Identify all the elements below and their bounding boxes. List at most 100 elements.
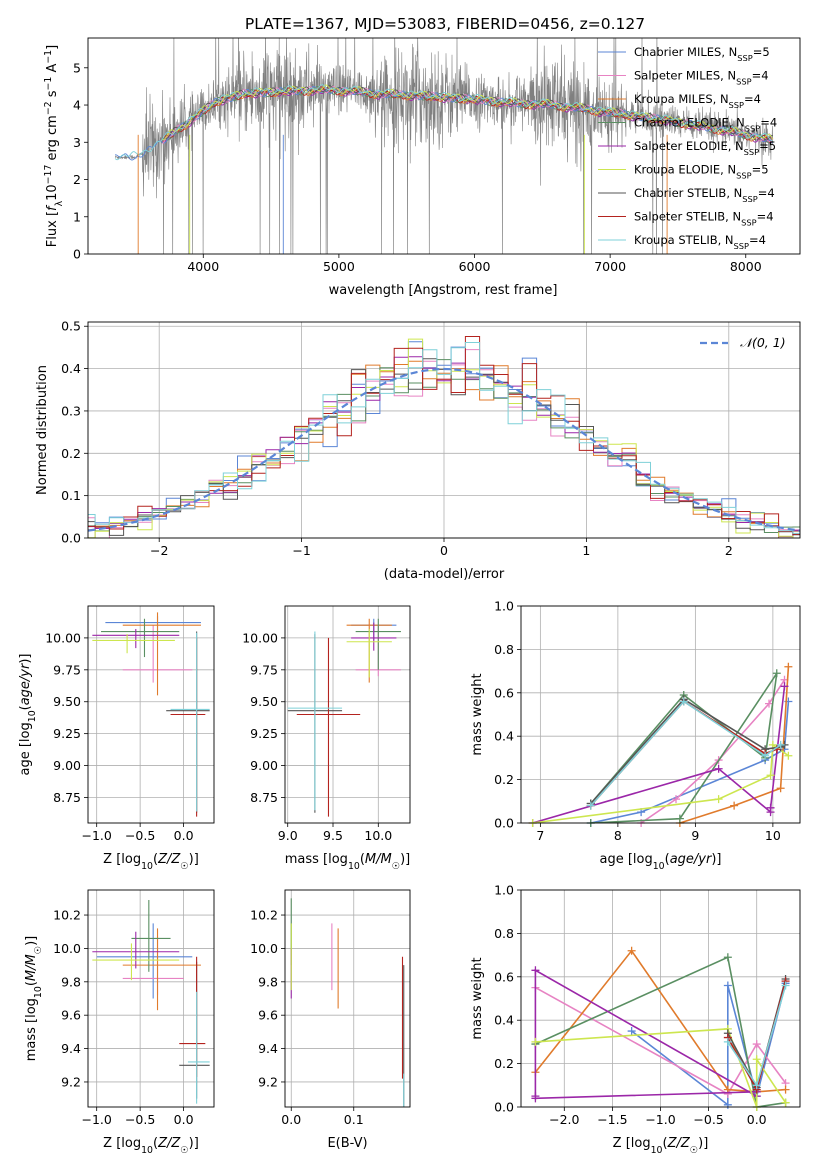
weight-line-kroupa_miles [679,666,790,823]
axes-frame [284,605,411,824]
weight-marker-kroupa_stelib [586,801,595,810]
age-vs-mass-panel: 9.0 9.5 10.0 8.75 9.00 9.25 9.50 9.75 10.00 mass … [242,605,411,872]
x-tick-label: −2 [150,543,168,558]
normal-distribution-curve [88,367,800,532]
y-tick-label: 9.25 [250,726,278,741]
y-tick-label: 8.75 [250,790,278,805]
x-tick-label: 0.0 [281,1112,301,1127]
y-tick-label: 10.00 [242,630,278,645]
y-tick-label: 9.00 [250,758,278,773]
weight-marker-salpeter_elodie [780,682,789,691]
x-tick-label: −0.5 [125,1112,155,1127]
weight-marker-kroupa_miles [776,784,785,793]
x-tick-label: 7 [536,828,544,843]
residual-histogram-panel: −2 −1 0 1 2 0.0 0.1 0.2 0.3 0.4 0.5 (data-model)/er… [35,319,801,582]
y-tick-label: 0.3 [61,403,81,418]
y-tick-label: 10.00 [45,630,81,645]
x-tick-label: 1 [582,543,590,558]
axes-frame [520,605,801,824]
weight-marker-chabrier_miles [723,981,732,990]
weight-marker-salpeter_elodie [766,803,775,812]
x-tick-label: −1 [292,543,310,558]
y-tick-label: 9.8 [61,974,81,989]
y-axis-label: age [log10(age/yr)] [18,653,38,775]
weight-marker-chabrier_miles [723,1100,732,1109]
x-tick-label: −1.0 [82,828,112,843]
x-tick-label: 7000 [594,259,626,274]
y-axis-label: Flux [fλ10−17 erg cm−2 s−1 A−1] [43,45,65,247]
x-axis-label: mass [log10(M/M☉)] [285,852,411,872]
y-tick-label: 0.0 [494,816,514,831]
weight-marker-chabrier_miles [627,1027,636,1036]
weight-line-kroupa_stelib [590,700,782,807]
legend-label-chabrier_stelib: Chabrier STELIB, NSSP=4 [634,186,775,204]
weight-marker-kroupa_miles [730,801,739,810]
y-tick-label: 1.0 [494,599,514,614]
y-tick-label: 9.6 [61,1008,81,1023]
x-tick-label: 4000 [187,259,219,274]
weight-marker-kroupa_stelib [679,697,688,706]
x-tick-label: −1.0 [645,1112,675,1127]
mass-vs-metallicity-panel: −1.0 −0.5 0.0 9.2 9.4 9.6 9.8 10.0 10.2 Z [log10(… [24,889,215,1156]
y-tick-label: 0 [73,247,81,262]
y-axis-label: mass [log10(M/M☉)] [24,936,44,1062]
y-tick-label: 0.2 [61,446,81,461]
x-tick-label: −0.5 [125,828,155,843]
weight-marker-kroupa_elodie [781,1098,790,1107]
weight-marker-kroupa_elodie [531,1037,540,1046]
x-tick-label: −1.0 [82,1112,112,1127]
age-vs-metallicity-panel: −1.0 −0.5 0.0 8.75 9.00 9.25 9.50 9.75 10.00 Z [l… [18,605,215,872]
x-tick-label: 5000 [323,259,355,274]
x-axis-label: Z [log10(Z/Z☉)] [103,1136,199,1156]
weight-marker-kroupa_stelib [781,981,790,990]
y-tick-label: 9.50 [53,694,81,709]
weight-marker-kroupa_miles [627,946,636,955]
x-tick-label: 2 [725,543,733,558]
y-tick-label: 0.4 [494,1013,514,1028]
x-tick-label: 10 [765,828,781,843]
weight-vs-metallicity-panel: −2.0 −1.5 −1.0 −0.5 0.0 0.0 0.2 0.4 0.6 0.8 1.0 Z [… [470,883,801,1156]
y-tick-label: 8.75 [53,790,81,805]
model-spectrum-kroupa_stelib [114,84,773,161]
y-axis-label: Normed distribution [35,365,50,495]
y-tick-label: 4 [73,98,81,113]
y-tick-label: 9.2 [61,1074,81,1089]
x-axis-label: Z [log10(Z/Z☉)] [613,1136,709,1156]
y-tick-label: 9.2 [258,1074,278,1089]
x-axis-label: wavelength [Angstrom, rest frame] [329,283,558,298]
weight-marker-kroupa_stelib [723,1037,732,1046]
legend-label-chabrier_miles: Chabrier MILES, NSSP=5 [634,45,770,63]
y-tick-label: 0.2 [494,772,514,787]
x-tick-label: 0 [440,543,448,558]
axes-frame [87,889,215,1108]
y-tick-label: 1 [73,209,81,224]
x-tick-label: 0.1 [344,1112,364,1127]
weight-marker-kroupa_stelib [776,740,785,749]
y-tick-label: 9.50 [250,694,278,709]
weight-marker-kroupa_stelib [752,1081,761,1090]
x-axis-label: Z [log10(Z/Z☉)] [103,852,199,872]
weight-line-salpeter_elodie [532,686,786,823]
x-tick-label: 9.5 [323,828,343,843]
x-tick-label: 8 [614,828,622,843]
x-tick-label: 0.0 [174,1112,194,1127]
y-tick-label: 0.2 [494,1056,514,1071]
weight-marker-salpeter_miles [752,1040,761,1049]
histogram-kroupa_stelib [88,342,800,534]
legend-label-kroupa_stelib: Kroupa STELIB, NSSP=4 [634,233,766,251]
y-tick-label: 0.6 [494,969,514,984]
x-tick-label: 10.0 [364,828,392,843]
axes-frame [87,321,801,539]
y-tick-label: 0.0 [61,531,81,546]
y-tick-label: 10.0 [53,941,81,956]
histogram-kroupa_miles [88,360,800,538]
y-tick-label: 9.6 [258,1008,278,1023]
y-tick-label: 9.25 [53,726,81,741]
y-tick-label: 0.4 [494,729,514,744]
y-tick-label: 10.2 [250,908,278,923]
y-tick-label: 9.4 [61,1041,81,1056]
weight-marker-kroupa_stelib [761,751,770,760]
y-tick-label: 9.75 [53,662,81,677]
y-tick-label: 9.4 [258,1041,278,1056]
